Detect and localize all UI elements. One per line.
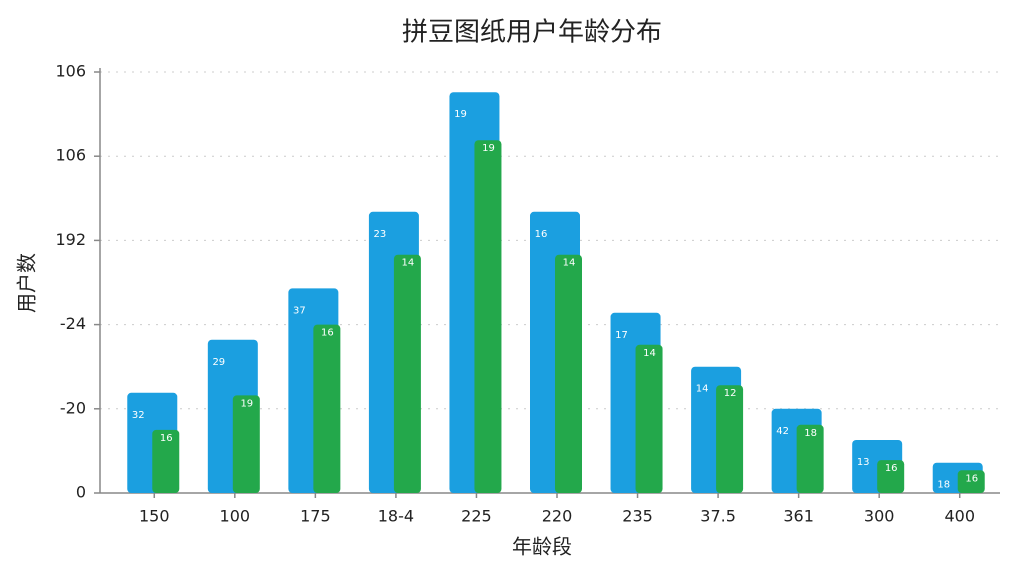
bar-label: 16: [321, 328, 334, 339]
x-tick-label: 100: [220, 507, 251, 526]
bar: [555, 254, 582, 493]
x-axis-title: 年龄段: [512, 535, 572, 559]
y-tick-label: -20: [60, 398, 86, 417]
x-tick-label: 150: [139, 507, 170, 526]
bar: [635, 344, 663, 493]
x-tick-label: 361: [783, 507, 814, 526]
bar-label: 13: [857, 457, 870, 468]
y-tick-label: 106: [55, 62, 86, 81]
bar: [957, 470, 985, 493]
bar: [152, 429, 180, 493]
bar-label: 14: [643, 348, 656, 359]
bar: [796, 424, 824, 493]
bar-label: 29: [212, 357, 225, 368]
x-tick-label: 18-4: [378, 507, 414, 526]
bar-label: 42: [776, 426, 789, 437]
bar: [877, 460, 905, 493]
y-axis-title: 用户数: [15, 253, 39, 313]
bar-label: 16: [535, 229, 548, 240]
bar: [716, 385, 744, 493]
bar: [393, 254, 421, 493]
y-tick-label: 192: [55, 230, 86, 249]
bar-label: 14: [696, 384, 709, 395]
bar: [313, 324, 341, 493]
bar-label: 19: [454, 109, 467, 120]
chart-title: 拼豆图纸用户年龄分布: [402, 18, 662, 48]
x-tick-label: 175: [300, 507, 331, 526]
bar-label: 16: [885, 463, 898, 474]
y-tick-label: 0: [76, 483, 86, 502]
bar-label: 12: [724, 388, 737, 399]
bar-label: 32: [132, 410, 145, 421]
bar-label: 17: [615, 330, 628, 341]
x-tick-label: 400: [944, 507, 975, 526]
bar-label: 18: [804, 428, 817, 439]
bar-label: 14: [402, 258, 415, 269]
bar-label: 14: [563, 258, 576, 269]
y-tick-label: 106: [55, 146, 86, 165]
bar: [232, 395, 260, 493]
bar-label: 18: [937, 480, 950, 491]
bar-label: 23: [374, 229, 387, 240]
bar-label: 16: [965, 473, 978, 484]
x-tick-label: 220: [542, 507, 573, 526]
bar: [474, 140, 502, 493]
x-tick-label: 300: [864, 507, 895, 526]
bar-label: 19: [240, 398, 253, 409]
bar-label: 19: [482, 143, 495, 154]
x-tick-label: 235: [622, 507, 653, 526]
y-tick-label: -24: [60, 314, 86, 333]
bar-label: 16: [160, 433, 173, 444]
x-tick-label: 37.5: [700, 507, 736, 526]
bar-label: 37: [293, 305, 306, 316]
x-tick-label: 225: [461, 507, 492, 526]
